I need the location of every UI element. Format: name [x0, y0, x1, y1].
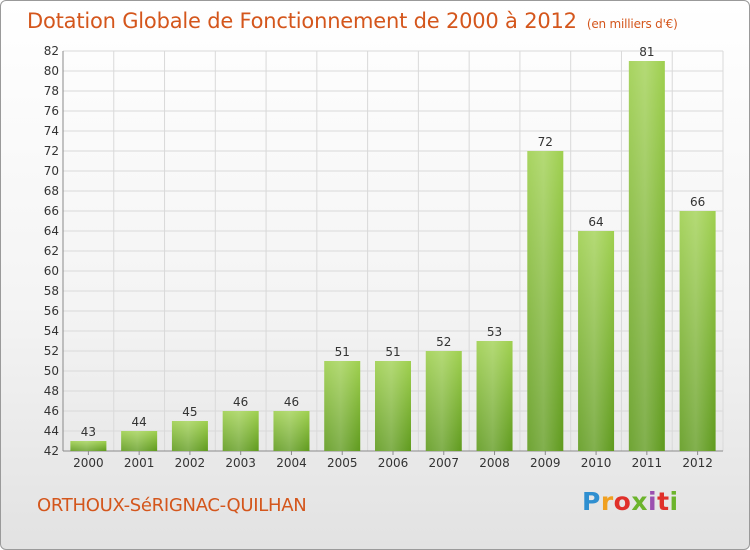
y-tick-label: 64	[44, 224, 59, 238]
data-labels: 43 44 45 46 46 51 51 52 53 72 64 81 66	[81, 45, 706, 439]
bar-highlight	[375, 361, 411, 451]
x-tick-label: 2006	[378, 456, 409, 470]
commune-name: ORTHOUX-SéRIGNAC-QUILHAN	[37, 495, 307, 516]
x-tick-label: 2009	[530, 456, 561, 470]
bar-highlight	[578, 231, 615, 451]
data-label: 46	[233, 395, 248, 409]
y-tick-label: 46	[44, 404, 59, 418]
y-tick-label: 60	[44, 264, 59, 278]
axes: 42 44 46 48 50 52 54 56 58 60 62 64 66 68 70 72 74 76 78 80…	[44, 44, 723, 470]
bar-highlight	[70, 441, 107, 451]
data-label: 51	[335, 345, 350, 359]
x-tick-label: 2010	[581, 456, 612, 470]
proxiti-logo: Proxiti	[582, 487, 679, 516]
y-tick-label: 82	[44, 44, 59, 58]
y-tick-label: 56	[44, 304, 59, 318]
y-tick-label: 68	[44, 184, 59, 198]
bar-highlight	[425, 351, 462, 451]
x-tick-label: 2002	[175, 456, 206, 470]
data-label: 45	[182, 405, 197, 419]
bar-highlight	[527, 151, 564, 451]
data-label: 64	[588, 215, 603, 229]
y-tick-label: 54	[44, 324, 59, 338]
data-label: 46	[284, 395, 299, 409]
y-tick-label: 52	[44, 344, 59, 358]
x-tick-label: 2000	[73, 456, 104, 470]
y-tick-label: 42	[44, 444, 59, 458]
y-tick-label: 66	[44, 204, 59, 218]
y-tick-label: 50	[44, 364, 59, 378]
bar-highlight	[476, 341, 513, 451]
x-tick-label: 2012	[682, 456, 713, 470]
bar-highlight	[679, 211, 716, 451]
chart-title-text: Dotation Globale de Fonctionnement de 20…	[27, 9, 577, 33]
y-tick-label: 80	[44, 64, 59, 78]
data-label: 81	[639, 45, 654, 59]
y-tick-label: 48	[44, 384, 59, 398]
bar-highlight	[121, 431, 158, 451]
y-tick-label: 58	[44, 284, 59, 298]
y-tick-label: 70	[44, 164, 59, 178]
data-label: 52	[436, 335, 451, 349]
y-tick-label: 76	[44, 104, 59, 118]
x-tick-label: 2011	[632, 456, 663, 470]
data-label: 43	[81, 425, 96, 439]
bar-highlight	[324, 361, 361, 451]
x-tick-label: 2008	[479, 456, 510, 470]
bar-highlight	[222, 411, 259, 451]
data-label: 51	[385, 345, 400, 359]
x-tick-label: 2001	[124, 456, 155, 470]
y-tick-label: 72	[44, 144, 59, 158]
data-label: 44	[132, 415, 147, 429]
chart-subtitle: (en milliers d'€)	[586, 17, 678, 31]
x-tick-label: 2005	[327, 456, 358, 470]
data-label: 72	[538, 135, 553, 149]
y-tick-label: 62	[44, 244, 59, 258]
chart-title: Dotation Globale de Fonctionnement de 20…	[27, 9, 678, 33]
y-tick-label: 44	[44, 424, 59, 438]
x-tick-label: 2007	[428, 456, 459, 470]
x-tick-label: 2003	[225, 456, 256, 470]
bar-highlight	[171, 421, 208, 451]
y-tick-label: 78	[44, 84, 59, 98]
bar-highlight	[628, 61, 665, 451]
data-label: 66	[690, 195, 705, 209]
y-tick-label: 74	[44, 124, 59, 138]
bar-highlight	[273, 411, 310, 451]
bars	[70, 61, 716, 451]
x-tick-label: 2004	[276, 456, 307, 470]
data-label: 53	[487, 325, 502, 339]
